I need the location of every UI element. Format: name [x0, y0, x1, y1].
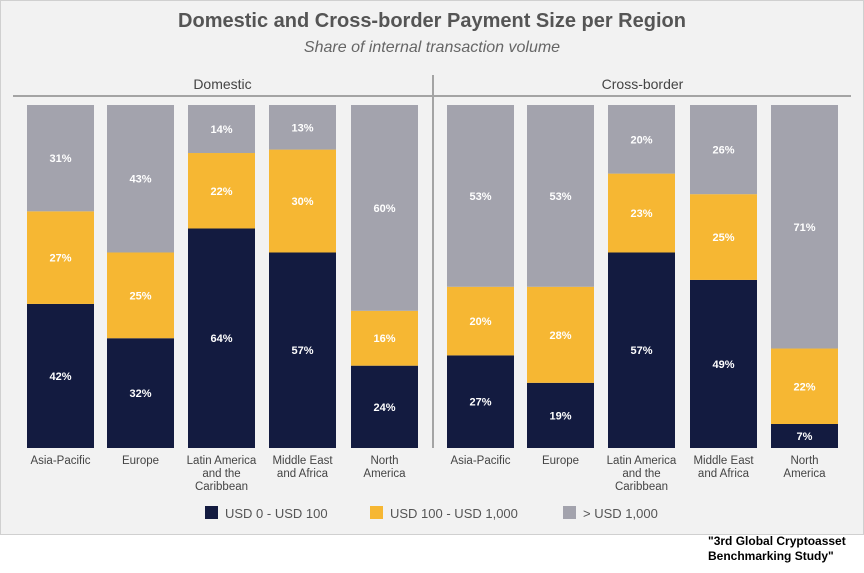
- data-label: 23%: [630, 208, 652, 220]
- data-label: 20%: [469, 316, 491, 328]
- bar-segment: [351, 105, 418, 311]
- bar-segment: [608, 173, 675, 253]
- data-label: 26%: [712, 145, 734, 157]
- bar-segment: [188, 228, 255, 448]
- data-label: 25%: [712, 232, 734, 244]
- data-label: 42%: [49, 371, 71, 383]
- category-label: and Africa: [277, 468, 329, 480]
- data-label: 53%: [469, 191, 491, 203]
- data-label: 28%: [549, 330, 571, 342]
- bar-segment: [188, 105, 255, 154]
- category-label: America: [783, 468, 826, 480]
- legend-label: > USD 1,000: [583, 506, 658, 521]
- bar-segment: [447, 355, 514, 448]
- bar-segment: [107, 105, 174, 253]
- bar-segment: [771, 105, 838, 349]
- data-label: 13%: [291, 122, 313, 134]
- bar-segment: [447, 105, 514, 287]
- bar-segment: [27, 105, 94, 212]
- data-label: 16%: [373, 333, 395, 345]
- data-label: 24%: [373, 402, 395, 414]
- data-label: 30%: [291, 196, 313, 208]
- category-label: America: [363, 468, 406, 480]
- bar-segment: [527, 105, 594, 287]
- category-label: Latin America: [187, 455, 257, 467]
- bar-segment: [771, 348, 838, 424]
- category-label: Europe: [542, 455, 579, 467]
- source-note-line-2: Benchmarking Study": [708, 549, 834, 563]
- category-label: and the: [622, 468, 660, 480]
- chart-title: Domestic and Cross-border Payment Size p…: [178, 10, 686, 32]
- bar-segment: [608, 105, 675, 174]
- bar-segment: [447, 286, 514, 356]
- category-label: Asia-Pacific: [450, 455, 510, 467]
- data-label: 22%: [210, 186, 232, 198]
- category-label: and Africa: [698, 468, 750, 480]
- category-label: Latin America: [607, 455, 677, 467]
- data-label: 57%: [291, 345, 313, 357]
- data-label: 27%: [469, 397, 491, 409]
- data-label: 27%: [49, 253, 71, 265]
- data-label: 31%: [49, 153, 71, 165]
- bar-segment: [690, 279, 757, 448]
- data-label: 14%: [210, 124, 232, 136]
- source-note: "3rd Global Cryptoasset Benchmarking Stu…: [708, 534, 846, 564]
- data-label: 43%: [129, 174, 151, 186]
- chart-subtitle: Share of internal transaction volume: [303, 39, 561, 56]
- category-label: North: [790, 455, 818, 467]
- category-label: Asia-Pacific: [30, 455, 90, 467]
- data-label: 19%: [549, 410, 571, 422]
- data-label: 25%: [129, 290, 151, 302]
- legend-swatch: [563, 506, 576, 519]
- bar-segment: [690, 194, 757, 280]
- data-label: 22%: [793, 381, 815, 393]
- category-label: Europe: [122, 455, 159, 467]
- bar-segment: [27, 211, 94, 304]
- bar-segment: [771, 423, 838, 448]
- bar-segment: [690, 105, 757, 195]
- data-label: 71%: [793, 222, 815, 234]
- category-label: Caribbean: [195, 481, 248, 493]
- data-label: 20%: [630, 134, 652, 146]
- bar-segment: [269, 105, 336, 150]
- bar-segment: [269, 149, 336, 253]
- data-label: 53%: [549, 191, 571, 203]
- category-label: Middle East: [693, 455, 754, 467]
- data-label: 60%: [373, 203, 395, 215]
- data-label: 7%: [797, 431, 813, 443]
- bar-segment: [351, 365, 418, 448]
- legend-swatch: [205, 506, 218, 519]
- data-label: 32%: [129, 388, 151, 400]
- data-label: 64%: [210, 333, 232, 345]
- legend-label: USD 0 - USD 100: [225, 506, 328, 521]
- bar-segment: [27, 303, 94, 448]
- bar-segment: [351, 310, 418, 366]
- data-label: 49%: [712, 359, 734, 371]
- legend-label: USD 100 - USD 1,000: [390, 506, 518, 521]
- panel-header: Cross-border: [602, 76, 684, 92]
- bar-segment: [107, 252, 174, 339]
- data-label: 57%: [630, 345, 652, 357]
- category-label: North: [370, 455, 398, 467]
- bar-segment: [269, 252, 336, 448]
- source-note-line-1: "3rd Global Cryptoasset: [708, 534, 846, 548]
- panel-header: Domestic: [193, 76, 251, 92]
- category-label: Caribbean: [615, 481, 668, 493]
- category-label: Middle East: [272, 455, 333, 467]
- bar-segment: [188, 153, 255, 229]
- bar-segment: [527, 382, 594, 448]
- bar-segment: [527, 286, 594, 383]
- bar-segment: [107, 338, 174, 448]
- legend-swatch: [370, 506, 383, 519]
- bar-segment: [608, 252, 675, 448]
- category-label: and the: [202, 468, 240, 480]
